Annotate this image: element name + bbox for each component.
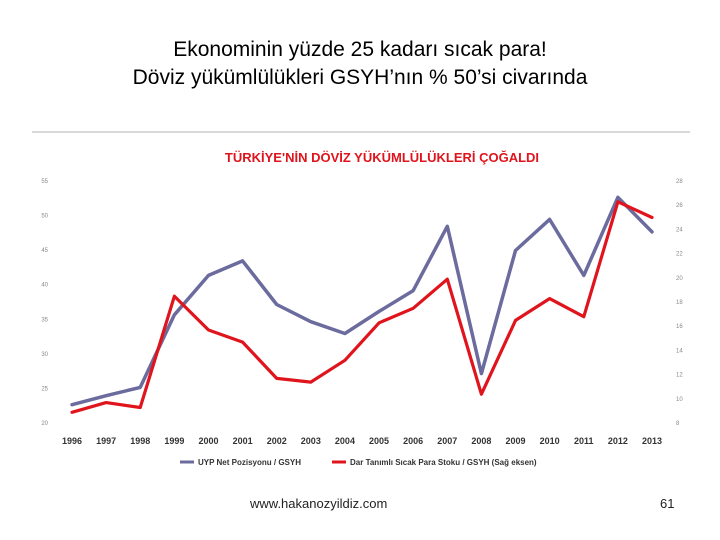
right-tick-label: 22 xyxy=(676,252,683,258)
left-tick-label: 25 xyxy=(41,386,48,392)
x-tick-label: 1998 xyxy=(130,436,150,446)
x-tick-label: 2001 xyxy=(233,436,253,446)
right-tick-label: 14 xyxy=(676,348,683,354)
x-tick-label: 2010 xyxy=(540,436,560,446)
line-chart: TÜRKİYE'NİN DÖVİZ YÜKÜMLÜLÜKLERİ ÇOĞALDI… xyxy=(32,131,690,467)
right-tick-label: 8 xyxy=(676,421,680,427)
chart-title: TÜRKİYE'NİN DÖVİZ YÜKÜMLÜLÜKLERİ ÇOĞALDI xyxy=(225,150,539,165)
left-tick-label: 40 xyxy=(41,283,48,289)
x-tick-label: 2008 xyxy=(471,436,491,446)
right-axis-ticks: 8 10 12 14 16 18 20 22 24 26 28 xyxy=(676,179,683,427)
slide-title-line-2: Döviz yükümlülükleri GSYH’nın % 50’si ci… xyxy=(132,66,588,89)
x-tick-label: 2000 xyxy=(198,436,218,446)
legend-label: UYP Net Pozisyonu / GSYH xyxy=(198,458,301,467)
x-tick-label: 1997 xyxy=(96,436,116,446)
left-tick-label: 20 xyxy=(41,421,48,427)
left-tick-label: 45 xyxy=(41,248,48,254)
series-group xyxy=(70,195,654,414)
right-tick-label: 26 xyxy=(676,203,683,209)
x-tick-label: 1999 xyxy=(164,436,184,446)
left-tick-label: 50 xyxy=(41,214,48,220)
right-tick-label: 24 xyxy=(676,227,683,233)
x-tick-label: 1996 xyxy=(62,436,82,446)
slide-title-line-1: Ekonominin yüzde 25 kadarı sıcak para! xyxy=(173,38,547,61)
series-line-1 xyxy=(70,195,654,407)
right-tick-label: 28 xyxy=(676,179,683,185)
page-number: 61 xyxy=(660,496,675,511)
x-tick-label: 2004 xyxy=(335,436,355,446)
left-tick-label: 30 xyxy=(41,352,48,358)
x-tick-label: 2006 xyxy=(403,436,423,446)
x-tick-label: 2013 xyxy=(642,436,662,446)
x-tick-label: 2002 xyxy=(267,436,287,446)
series-line-2 xyxy=(70,200,654,414)
left-axis-ticks: 20 25 30 35 40 45 50 55 xyxy=(41,179,48,427)
x-tick-label: 2007 xyxy=(437,436,457,446)
footer-url: www.hakanozyildiz.com xyxy=(250,496,388,511)
x-tick-label: 2011 xyxy=(574,436,594,446)
x-tick-label: 2009 xyxy=(506,436,526,446)
right-tick-label: 20 xyxy=(676,276,683,282)
right-tick-label: 18 xyxy=(676,300,683,306)
x-axis-ticks: 1996 1997 1998 1999 2000 2001 2002 2003 2004 2005… xyxy=(62,436,662,446)
left-tick-label: 35 xyxy=(41,317,48,323)
left-tick-label: 55 xyxy=(41,179,48,185)
x-tick-label: 2003 xyxy=(301,436,321,446)
right-tick-label: 10 xyxy=(676,397,683,403)
chart-legend: UYP Net Pozisyonu / GSYH Dar Tanımlı Sıca… xyxy=(180,458,537,467)
right-tick-label: 12 xyxy=(676,373,683,379)
right-tick-label: 16 xyxy=(676,324,683,330)
x-tick-label: 2012 xyxy=(608,436,628,446)
legend-label: Dar Tanımlı Sıcak Para Stoku / GSYH (Sağ… xyxy=(350,458,537,467)
x-tick-label: 2005 xyxy=(369,436,389,446)
chart-panel: TÜRKİYE'NİN DÖVİZ YÜKÜMLÜLÜKLERİ ÇOĞALDI… xyxy=(32,130,690,480)
slide-title: Ekonominin yüzde 25 kadarı sıcak para! D… xyxy=(0,36,720,92)
